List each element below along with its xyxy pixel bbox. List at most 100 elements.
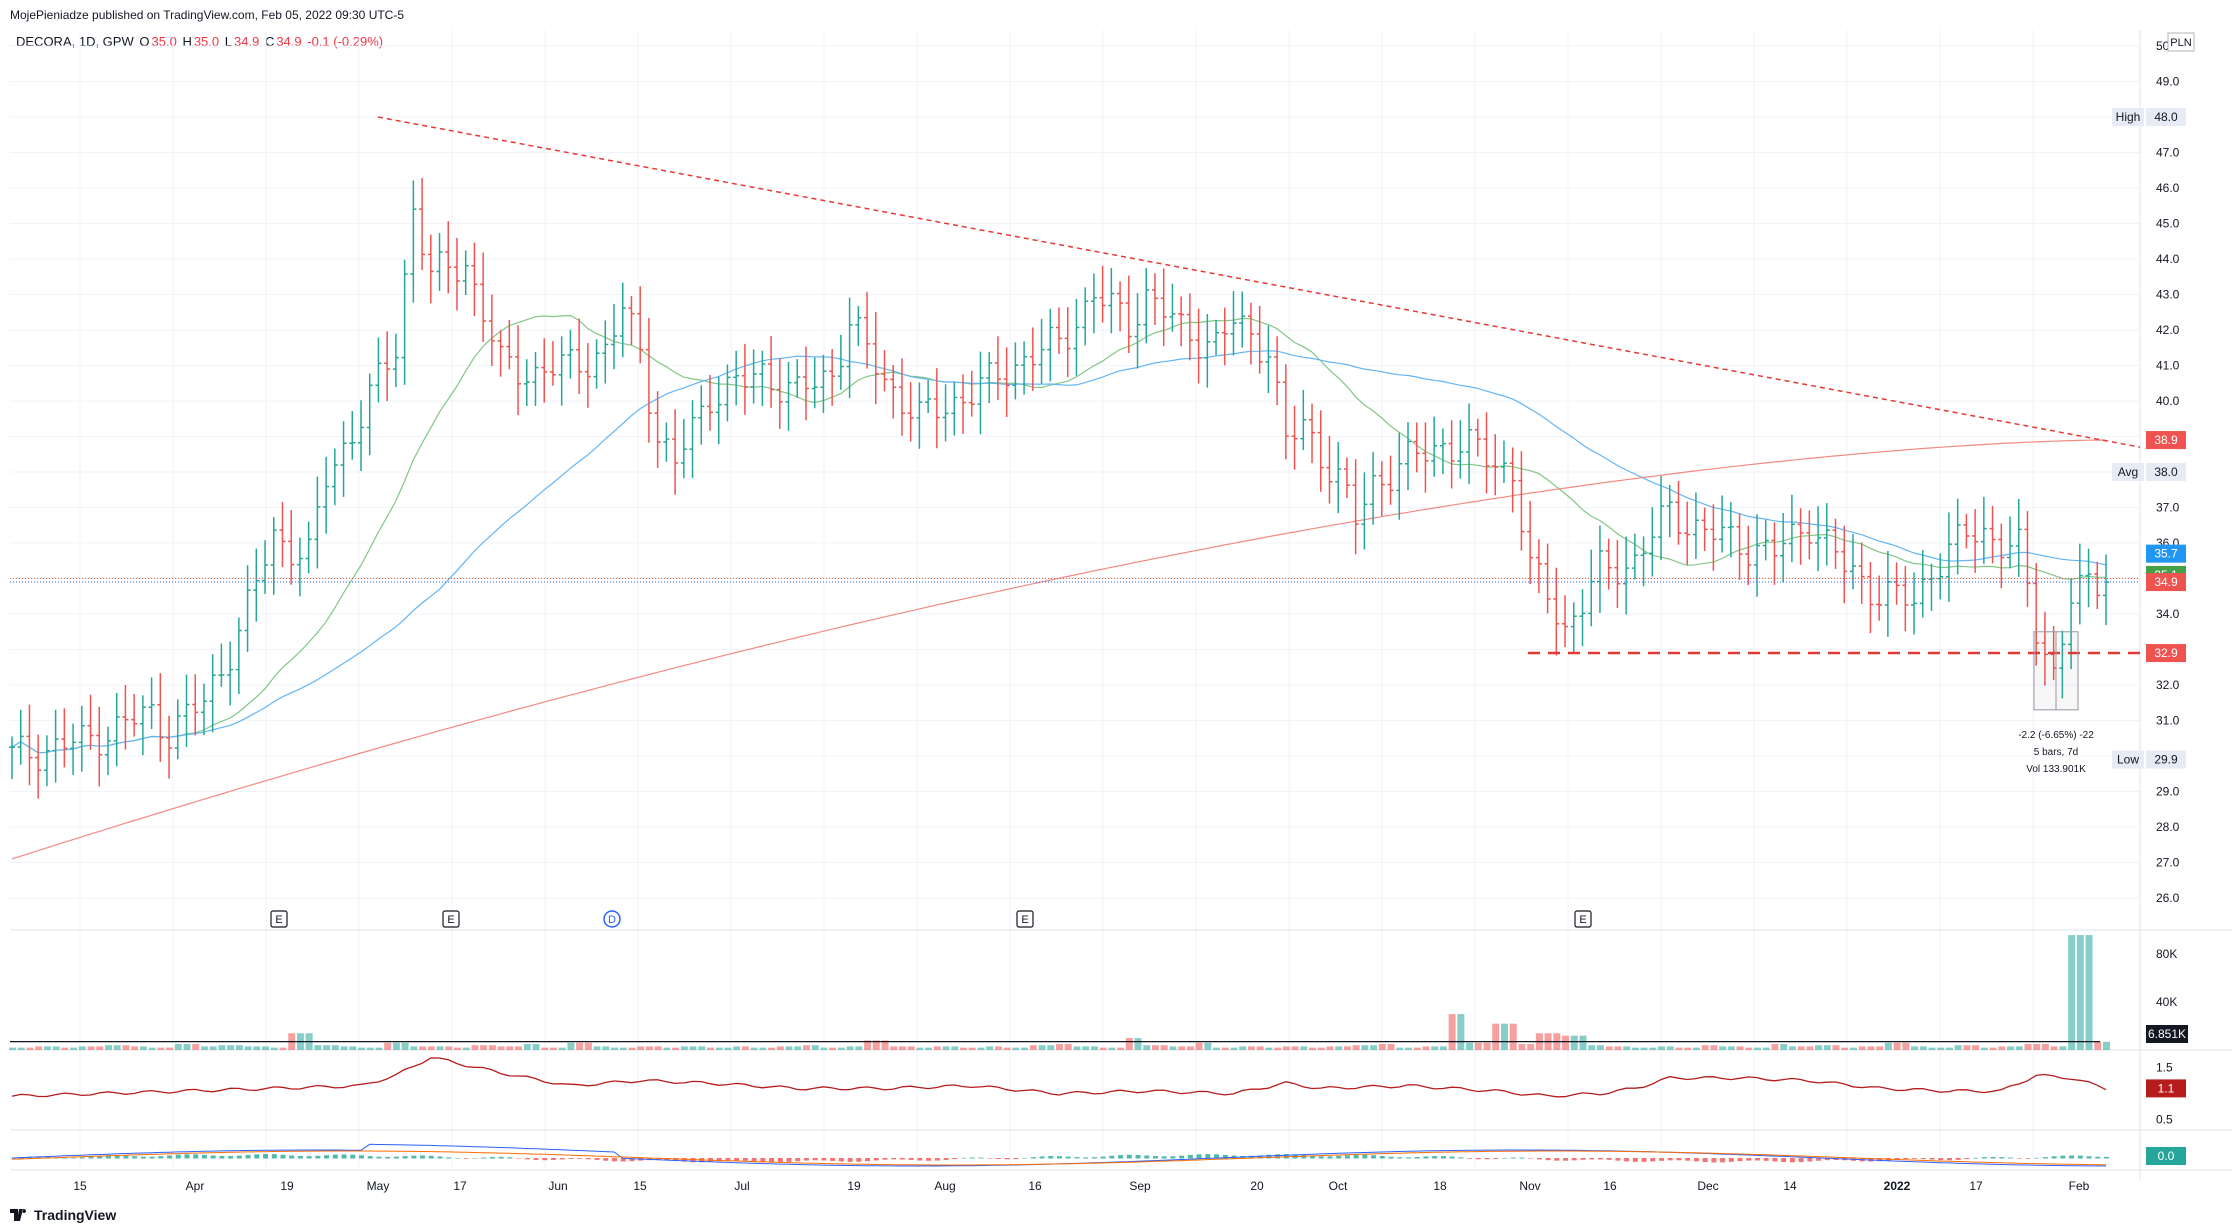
ohlc-bar[interactable]	[200, 683, 207, 736]
ohlc-bar[interactable]	[619, 282, 626, 358]
ohlc-bar[interactable]	[1335, 441, 1342, 514]
ohlc-bar[interactable]	[1396, 432, 1403, 520]
ohlc-bar[interactable]	[1343, 457, 1350, 499]
ohlc-bar[interactable]	[1754, 514, 1760, 597]
ohlc-bar[interactable]	[2085, 548, 2092, 608]
symbol-legend[interactable]: DECORA, 1D, GPW O 35.0 H 35.0 L 34.9 C 34.9 …	[16, 34, 385, 49]
ohlc-bar[interactable]	[131, 693, 138, 737]
ohlc-bar[interactable]	[1876, 575, 1883, 621]
ohlc-bar[interactable]	[1980, 496, 1987, 564]
ohlc-bar[interactable]	[1466, 403, 1473, 484]
ohlc-bar[interactable]	[340, 421, 347, 497]
ohlc-bar[interactable]	[733, 350, 740, 406]
ohlc-bar[interactable]	[968, 370, 975, 417]
ohlc-bar[interactable]	[698, 385, 705, 445]
ohlc-bar[interactable]	[166, 715, 173, 779]
ohlc-bar[interactable]	[960, 374, 967, 434]
ohlc-bar[interactable]	[488, 294, 495, 366]
ohlc-bar[interactable]	[1309, 403, 1316, 464]
ohlc-bar[interactable]	[837, 334, 844, 390]
ohlc-bar[interactable]	[776, 358, 783, 429]
ohlc-bar[interactable]	[1003, 347, 1010, 418]
ohlc-bar[interactable]	[611, 304, 618, 370]
price-label[interactable]: 34.9	[2146, 573, 2186, 592]
ohlc-bar[interactable]	[1562, 595, 1569, 648]
ohlc-bar[interactable]	[707, 374, 713, 431]
ohlc-bar[interactable]	[890, 364, 897, 419]
ohlc-bar[interactable]	[1247, 302, 1254, 365]
ohlc-bar[interactable]	[1326, 435, 1333, 504]
ohlc-bar[interactable]	[349, 411, 356, 460]
ohlc-bar[interactable]	[375, 337, 382, 403]
ohlc-bar[interactable]	[1108, 267, 1115, 334]
ohlc-bar[interactable]	[1143, 268, 1150, 344]
ohlc-bar[interactable]	[1300, 390, 1307, 450]
ohlc-bar[interactable]	[427, 234, 434, 304]
ohlc-bar[interactable]	[1736, 513, 1743, 580]
ohlc-bar[interactable]	[593, 339, 600, 389]
symbol-name[interactable]: DECORA, 1D, GPW	[16, 34, 134, 49]
ohlc-bar[interactable]	[750, 349, 757, 404]
ohlc-bar[interactable]	[358, 400, 364, 471]
ohlc-bar[interactable]	[2094, 561, 2101, 610]
ohlc-bar[interactable]	[1221, 307, 1228, 366]
ohlc-bar[interactable]	[122, 684, 129, 750]
ohlc-bar[interactable]	[759, 350, 766, 407]
ohlc-bar[interactable]	[1195, 308, 1202, 384]
ohlc-bar[interactable]	[872, 311, 879, 405]
ohlc-bar[interactable]	[1378, 461, 1385, 517]
ohlc-bar[interactable]	[1658, 475, 1665, 561]
ohlc-bar[interactable]	[52, 709, 59, 783]
ohlc-bar[interactable]	[523, 359, 530, 407]
ohlc-bar[interactable]	[1361, 472, 1368, 550]
ohlc-bar[interactable]	[654, 391, 661, 468]
ohlc-bar[interactable]	[419, 178, 426, 271]
ohlc-bar[interactable]	[1954, 498, 1961, 575]
ohlc-bar[interactable]	[558, 336, 565, 406]
ohlc-bar[interactable]	[2024, 511, 2031, 607]
ohlc-bar[interactable]	[1169, 283, 1176, 332]
ohlc-bar[interactable]	[410, 180, 417, 303]
ohlc-bar[interactable]	[1666, 484, 1673, 538]
ohlc-bar[interactable]	[1780, 513, 1787, 583]
ohlc-bar[interactable]	[1963, 513, 1970, 549]
ohlc-bar[interactable]	[977, 351, 984, 435]
ohlc-bar[interactable]	[637, 286, 644, 364]
ohlc-bar[interactable]	[1213, 319, 1220, 356]
ohlc-bar[interactable]	[471, 242, 478, 316]
ohlc-bar[interactable]	[17, 709, 24, 765]
ohlc-bar[interactable]	[1527, 501, 1534, 585]
ohlc-bar[interactable]	[794, 359, 801, 398]
ohlc-bar[interactable]	[323, 456, 330, 534]
ohlc-bar[interactable]	[820, 354, 827, 414]
ohlc-bar[interactable]	[366, 373, 373, 456]
ohlc-bar[interactable]	[1684, 501, 1691, 566]
ohlc-bar[interactable]	[1832, 518, 1839, 569]
ohlc-bar[interactable]	[933, 368, 940, 449]
ohlc-bar[interactable]	[392, 333, 399, 388]
ohlc-bar[interactable]	[401, 259, 408, 385]
ohlc-bar[interactable]	[453, 237, 460, 311]
ohlc-bar[interactable]	[174, 699, 181, 760]
ohlc-bar[interactable]	[532, 352, 539, 406]
price-scale[interactable]: 26.027.028.029.030.031.032.033.034.035.0…	[2112, 32, 2195, 1165]
ohlc-bar[interactable]	[1858, 542, 1865, 604]
ohlc-bar[interactable]	[1570, 602, 1577, 652]
ohlc-bar[interactable]	[1928, 563, 1935, 611]
ohlc-bar[interactable]	[157, 673, 164, 762]
ohlc-bar[interactable]	[1047, 308, 1054, 382]
ohlc-bar[interactable]	[148, 677, 155, 730]
ohlc-bar[interactable]	[87, 694, 94, 750]
ohlc-bar[interactable]	[829, 349, 836, 406]
ohlc-bar[interactable]	[1291, 405, 1298, 470]
ohlc-bar[interactable]	[576, 318, 583, 395]
ohlc-bar[interactable]	[680, 418, 687, 479]
ohlc-bar[interactable]	[331, 448, 338, 506]
ohlc-bar[interactable]	[672, 409, 679, 495]
ohlc-bar[interactable]	[1588, 549, 1595, 627]
ohlc-bar[interactable]	[1125, 275, 1132, 353]
ohlc-bar[interactable]	[1134, 293, 1141, 369]
ohlc-bar[interactable]	[881, 350, 888, 392]
ohlc-bar[interactable]	[296, 537, 303, 597]
